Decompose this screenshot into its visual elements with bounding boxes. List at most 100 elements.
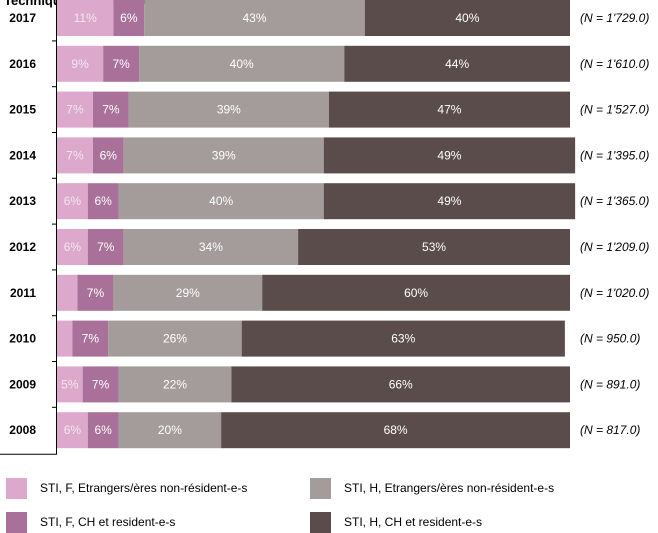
stacked-bar-chart: 2017 11% 6% 43% 40% (N = 1'729.0) 2016 9% 7% 40% 4… xyxy=(0,0,649,455)
bar-segment xyxy=(77,274,114,311)
bar-segment xyxy=(113,0,145,36)
bar-segment xyxy=(57,183,88,220)
sample-size-label: (N = 817.0) xyxy=(580,423,640,437)
bar-segment xyxy=(128,91,329,128)
data-label: 5% xyxy=(61,377,79,391)
sample-size-label: (N = 891.0) xyxy=(580,377,640,391)
data-label: 60% xyxy=(404,286,428,300)
legend-swatch xyxy=(310,512,331,533)
bar-segment xyxy=(118,412,222,449)
category-label: 2010 xyxy=(9,332,36,346)
bar-segment xyxy=(323,183,576,220)
bar-segment xyxy=(118,366,232,403)
data-label: 6% xyxy=(94,194,112,208)
bar-segment xyxy=(57,320,73,357)
category-label: 2008 xyxy=(9,423,36,437)
data-label: 53% xyxy=(422,240,446,254)
category-label: 2012 xyxy=(9,240,36,254)
legend-swatch xyxy=(6,512,27,533)
data-label: 68% xyxy=(384,423,408,437)
data-label: 40% xyxy=(455,11,479,25)
sample-size-label: (N = 1'610.0) xyxy=(580,57,649,71)
bar-segment xyxy=(123,137,324,174)
legend-swatch xyxy=(6,478,27,499)
data-label: 47% xyxy=(437,103,461,117)
bar-segment xyxy=(139,45,345,82)
data-label: 6% xyxy=(100,148,118,162)
category-label: 2017 xyxy=(9,11,36,25)
data-label: 7% xyxy=(87,286,105,300)
category-label: 2015 xyxy=(9,103,36,117)
category-label: 2009 xyxy=(9,377,36,391)
legend-label: STI, H, Etrangers/ères non-résident-e-s xyxy=(344,481,555,495)
bar-segment xyxy=(221,412,570,449)
data-label: 29% xyxy=(176,286,200,300)
bar-segment xyxy=(57,229,88,265)
bar-segment xyxy=(57,137,93,174)
bar-segment xyxy=(262,274,570,311)
data-label: 7% xyxy=(66,103,84,117)
bar-segment xyxy=(57,412,88,449)
data-label: 6% xyxy=(94,423,112,437)
bar-segment xyxy=(344,45,570,82)
data-label: 40% xyxy=(209,194,233,208)
legend-label: STI, F, CH et resident-e-s xyxy=(40,515,176,529)
data-label: 43% xyxy=(242,11,266,25)
data-label: 49% xyxy=(437,148,461,162)
sample-size-label: (N = 1'395.0) xyxy=(580,148,649,162)
bar-segment xyxy=(57,45,104,82)
bar-segment xyxy=(92,137,124,174)
sample-size-label: (N = 1'527.0) xyxy=(580,103,649,117)
data-label: 6% xyxy=(120,11,138,25)
bar-segment xyxy=(241,320,565,357)
data-label: 9% xyxy=(71,57,89,71)
data-label: 7% xyxy=(92,377,110,391)
bar-segment xyxy=(103,45,140,82)
bar-segment xyxy=(87,183,119,220)
bar-segment xyxy=(57,366,83,403)
bar-segment xyxy=(323,137,576,174)
bar-segment xyxy=(57,91,93,128)
bar-segment xyxy=(231,366,571,403)
sample-size-label: (N = 1'729.0) xyxy=(580,11,649,25)
sample-size-label: (N = 950.0) xyxy=(580,332,640,346)
bar-segment xyxy=(364,0,570,36)
bar-segment xyxy=(87,229,124,265)
data-label: 6% xyxy=(64,240,82,254)
bar-segment xyxy=(123,229,299,265)
bar-segment xyxy=(82,366,119,403)
bar-segment xyxy=(57,274,78,311)
bar-segment xyxy=(328,91,570,128)
data-label: 22% xyxy=(163,377,187,391)
legend-swatch xyxy=(310,478,331,499)
bar-segment xyxy=(113,274,263,311)
data-label: 7% xyxy=(102,103,120,117)
bar-segment xyxy=(72,320,109,357)
data-label: 7% xyxy=(66,148,84,162)
data-label: 7% xyxy=(97,240,115,254)
data-label: 26% xyxy=(163,332,187,346)
bar-segment xyxy=(92,91,129,128)
data-label: 6% xyxy=(64,194,82,208)
bar-segment xyxy=(144,0,365,36)
data-label: 11% xyxy=(74,11,97,25)
data-label: 63% xyxy=(391,332,415,346)
bar-segment xyxy=(87,412,119,449)
data-label: 7% xyxy=(82,332,100,346)
category-label: 2013 xyxy=(9,194,36,208)
data-label: 6% xyxy=(64,423,82,437)
bar-segment xyxy=(57,0,114,36)
data-label: 20% xyxy=(158,423,182,437)
sample-size-label: (N = 1'209.0) xyxy=(580,240,649,254)
legend-label: STI, H, CH et resident-e-s xyxy=(344,515,483,529)
sample-size-label: (N = 1'365.0) xyxy=(580,194,649,208)
bar-segment xyxy=(298,229,570,265)
legend-label: STI, F, Etrangers/ères non-résident-e-s xyxy=(40,481,248,495)
data-label: 66% xyxy=(389,377,413,391)
sample-size-label: (N = 1'020.0) xyxy=(580,286,649,300)
category-label: 2016 xyxy=(9,57,36,71)
data-label: 49% xyxy=(437,194,461,208)
bar-segment xyxy=(118,183,324,220)
bar-segment xyxy=(108,320,242,357)
category-label: 2011 xyxy=(10,286,36,300)
